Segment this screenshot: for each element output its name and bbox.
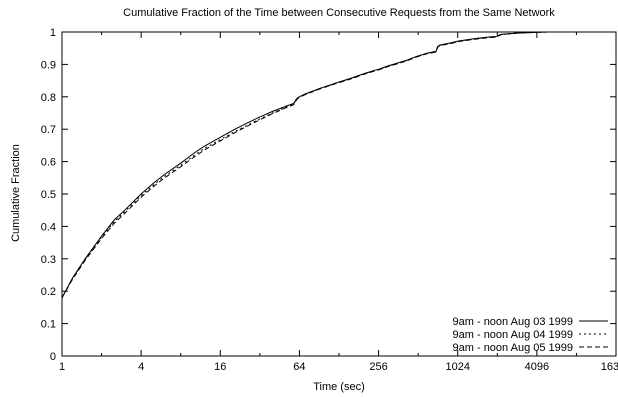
legend-label-1: 9am - noon Aug 03 1999	[453, 316, 573, 328]
y-tick-label: 0	[50, 351, 56, 363]
y-tick-label: 0.4	[41, 221, 56, 233]
chart-title: Cumulative Fraction of the Time between …	[123, 7, 555, 19]
x-tick-label: 4	[138, 361, 144, 373]
x-tick-label: 64	[293, 361, 305, 373]
x-tick-label: 1	[59, 361, 65, 373]
x-axis-label: Time (sec)	[313, 381, 365, 393]
y-tick-label: 0.3	[41, 254, 56, 266]
y-tick-label: 1	[50, 27, 56, 39]
y-axis-label: Cumulative Fraction	[10, 144, 22, 242]
x-tick-label: 4096	[525, 361, 549, 373]
x-tick-label: 1024	[445, 361, 469, 373]
y-tick-label: 0.1	[41, 319, 56, 331]
y-tick-label: 0.5	[41, 189, 56, 201]
legend-label-3: 9am - noon Aug 05 1999	[453, 342, 573, 354]
legend-label-2: 9am - noon Aug 04 1999	[453, 329, 573, 341]
y-tick-label: 0.9	[41, 59, 56, 71]
y-tick-label: 0.8	[41, 92, 56, 104]
x-tick-label: 16384	[601, 361, 618, 373]
plot-frame	[61, 31, 617, 357]
y-tick-label: 0.6	[41, 157, 56, 169]
series-line-1	[61, 31, 576, 298]
y-tick-label: 0.2	[41, 286, 56, 298]
series-line-3	[61, 31, 576, 298]
x-tick-label: 16	[214, 361, 226, 373]
series-line-2	[61, 31, 576, 298]
x-tick-label: 256	[369, 361, 387, 373]
y-tick-label: 0.7	[41, 124, 56, 136]
